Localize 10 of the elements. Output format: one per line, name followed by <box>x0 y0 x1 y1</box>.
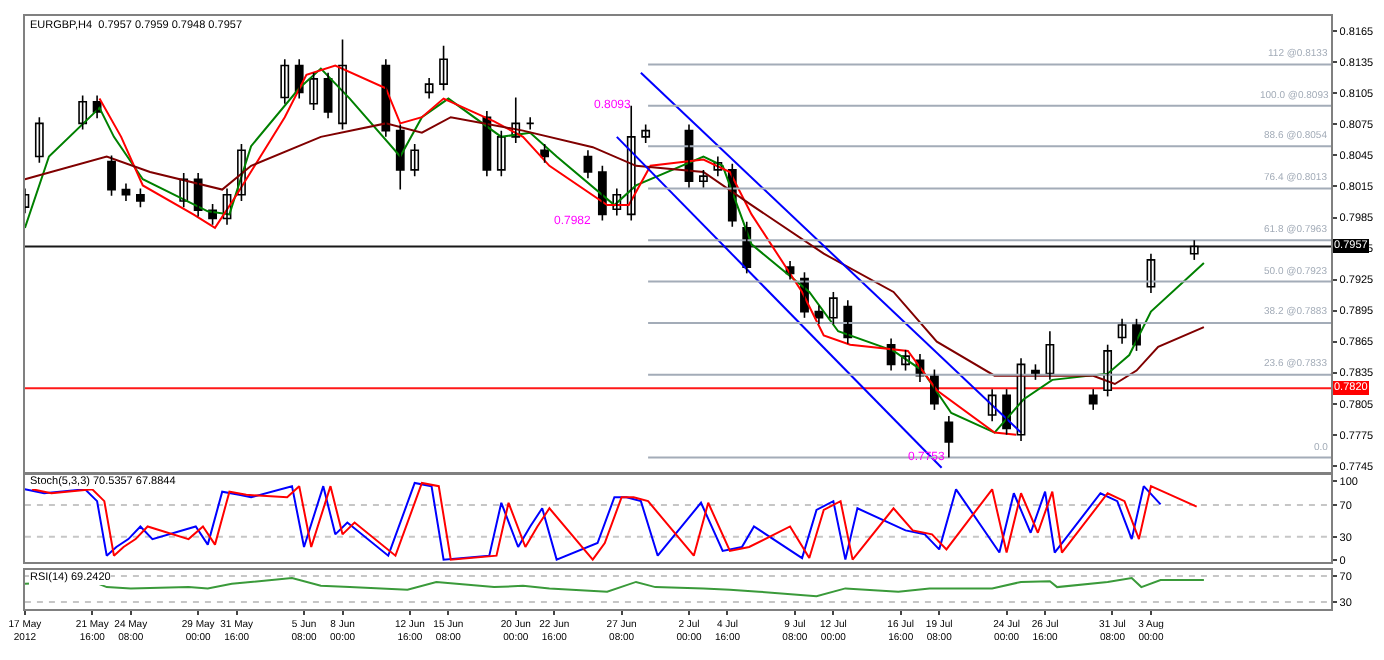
candlestick <box>309 71 319 111</box>
candlestick <box>828 291 838 325</box>
line-series <box>24 67 1205 434</box>
candlestick <box>496 129 506 177</box>
candlestick <box>641 123 651 144</box>
candlestick <box>410 143 420 177</box>
candlestick <box>107 154 116 197</box>
candlestick <box>135 187 145 208</box>
candlestick <box>439 45 448 92</box>
candlestick <box>34 116 44 164</box>
